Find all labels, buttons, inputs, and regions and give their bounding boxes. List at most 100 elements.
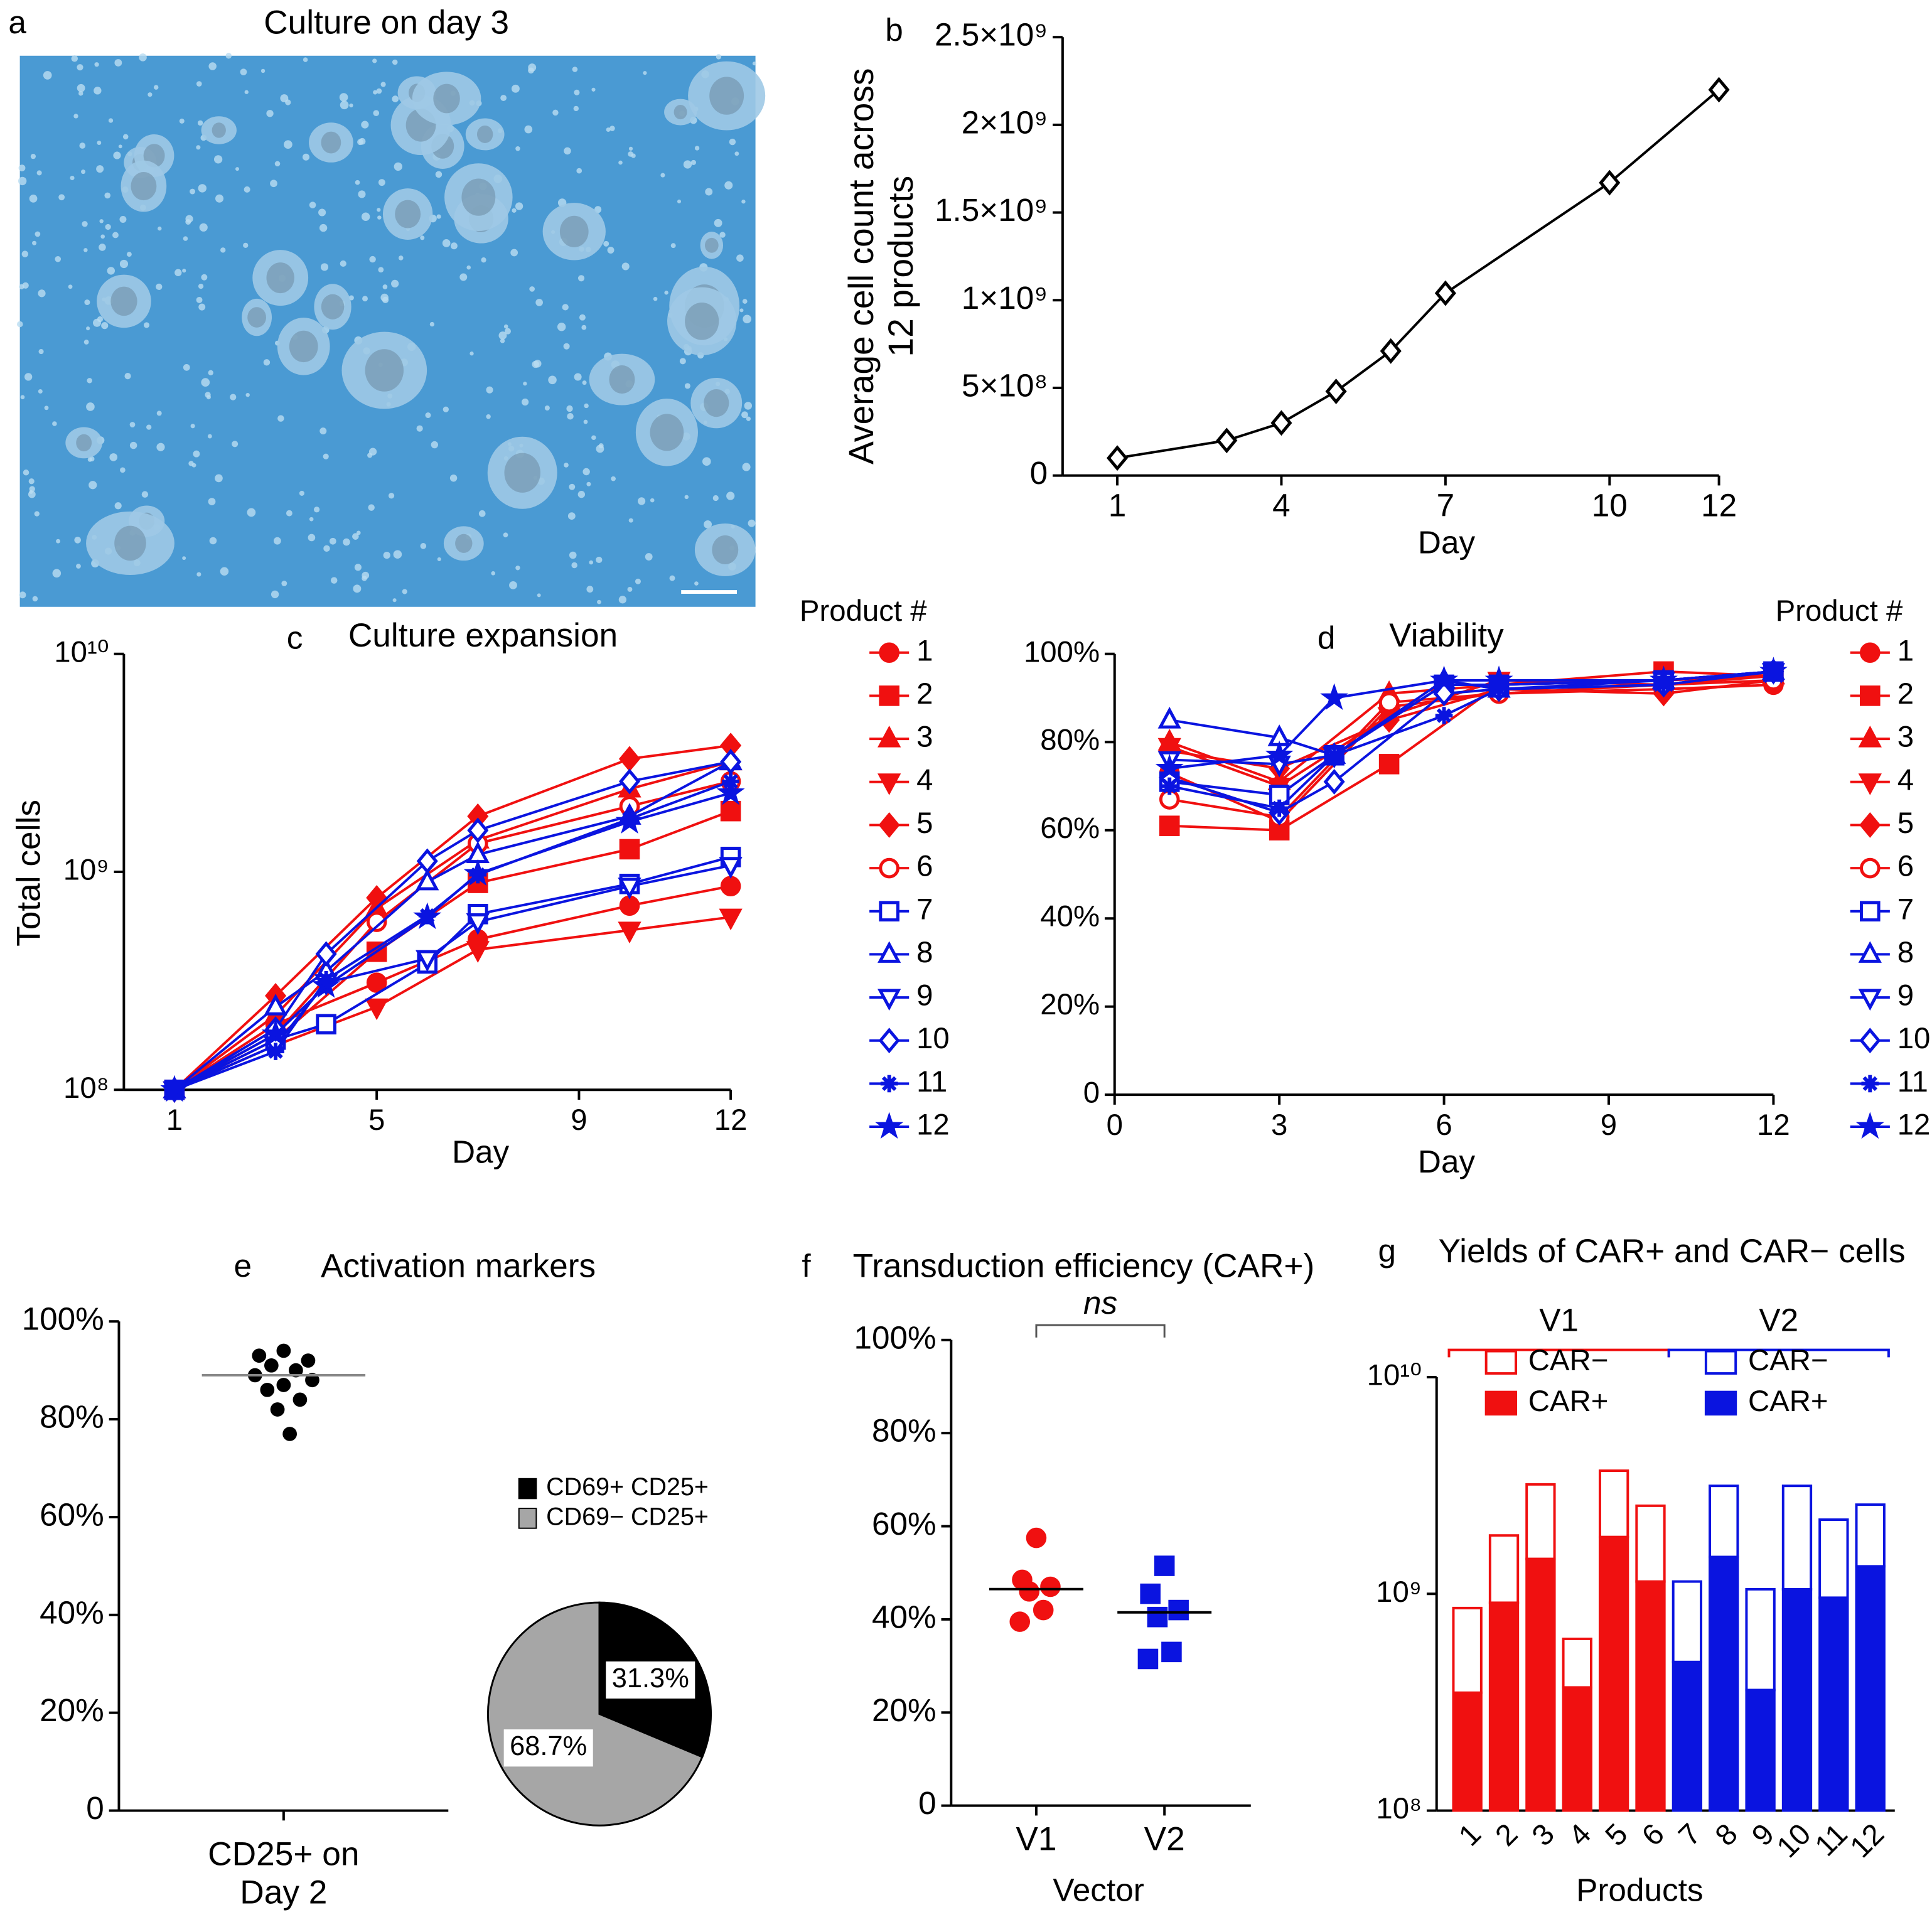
cell: [537, 593, 541, 598]
cell: [510, 249, 518, 257]
cell: [627, 586, 633, 592]
legend-label: 8: [916, 936, 933, 969]
marker: [1859, 1028, 1881, 1054]
cell: [394, 162, 402, 171]
cell-cluster-core: [247, 307, 266, 328]
cell: [650, 498, 655, 503]
cell: [509, 581, 517, 589]
cell: [302, 153, 310, 161]
cell: [498, 331, 507, 340]
cell: [470, 352, 474, 356]
cell: [564, 147, 571, 155]
cell: [564, 463, 569, 468]
marker: [365, 998, 389, 1021]
legend-title: Product #: [800, 594, 927, 628]
cell: [577, 490, 586, 498]
cell: [101, 322, 109, 330]
legend-swatch: [1484, 1390, 1517, 1416]
cell: [340, 100, 349, 110]
marker: [719, 857, 743, 879]
cell: [573, 105, 579, 112]
cell: [185, 219, 191, 225]
marker: [1861, 1075, 1879, 1093]
chart-title: Culture expansion: [348, 617, 618, 654]
y-tick-label: 80%: [872, 1413, 936, 1449]
x-axis-label: Day: [452, 1134, 510, 1169]
marker: [877, 773, 901, 795]
cell: [352, 533, 359, 540]
marker: [1325, 378, 1347, 404]
bar-segment: [1488, 1601, 1520, 1812]
marker: [877, 726, 901, 748]
cell: [196, 81, 202, 87]
bar-segment: [1452, 1691, 1483, 1812]
cell: [96, 165, 104, 173]
marker: [1380, 338, 1402, 364]
y-tick-label: 20%: [40, 1692, 104, 1728]
cell: [436, 214, 441, 219]
cell: [416, 425, 423, 432]
cell: [391, 279, 399, 288]
marker: [1161, 1641, 1182, 1663]
cell: [734, 151, 739, 156]
panel-label: g: [1378, 1233, 1397, 1269]
cell: [73, 114, 78, 119]
marker: [618, 921, 641, 944]
significance-label: ns: [1083, 1285, 1117, 1321]
x-axis-label: Day: [1418, 1144, 1476, 1179]
cell: [230, 394, 237, 400]
cell: [71, 55, 78, 62]
cell: [313, 507, 320, 513]
cell: [586, 481, 591, 486]
cell: [215, 194, 224, 203]
legend-swatch: [1484, 1350, 1517, 1375]
cell: [281, 581, 287, 586]
bar-segment: [1452, 1606, 1483, 1694]
marker: [720, 876, 741, 897]
y-tick-label: 0: [1083, 1076, 1100, 1110]
marker: [878, 812, 900, 838]
cell: [574, 89, 580, 95]
cell: [694, 146, 700, 151]
bar-segment: [1598, 1535, 1629, 1812]
y-tick-label: 2×10⁹: [962, 104, 1048, 140]
cell: [724, 181, 733, 190]
cell: [18, 164, 26, 172]
cell: [393, 550, 402, 559]
cell: [429, 321, 435, 327]
marker: [416, 950, 439, 972]
cell: [511, 84, 520, 93]
cell: [621, 262, 630, 271]
cell: [635, 578, 641, 584]
cell: [431, 441, 439, 449]
marker: [1019, 1581, 1039, 1602]
marker: [1107, 445, 1129, 471]
cell: [582, 468, 590, 476]
group-bracket: [1667, 1348, 1890, 1358]
cell: [94, 62, 99, 67]
marker: [260, 1382, 275, 1397]
cell: [716, 54, 722, 60]
cell: [84, 299, 90, 306]
cell-cluster-core: [266, 262, 294, 294]
cell: [373, 90, 378, 95]
marker: [1378, 754, 1400, 775]
marker: [1860, 685, 1881, 706]
cell: [515, 202, 523, 210]
cell: [380, 82, 386, 87]
cell: [512, 208, 517, 213]
cell: [323, 545, 330, 552]
marker: [1026, 1527, 1047, 1549]
cell: [420, 235, 425, 240]
cell: [188, 461, 194, 466]
cell: [86, 402, 95, 411]
cell: [746, 416, 751, 421]
legend-label: 7: [1897, 893, 1914, 926]
cell: [119, 259, 129, 269]
cell: [368, 504, 375, 511]
y-tick-label: 10¹⁰: [54, 635, 109, 668]
cell: [368, 448, 377, 456]
cell: [52, 569, 62, 578]
x-tick-label: 1: [166, 1103, 183, 1137]
